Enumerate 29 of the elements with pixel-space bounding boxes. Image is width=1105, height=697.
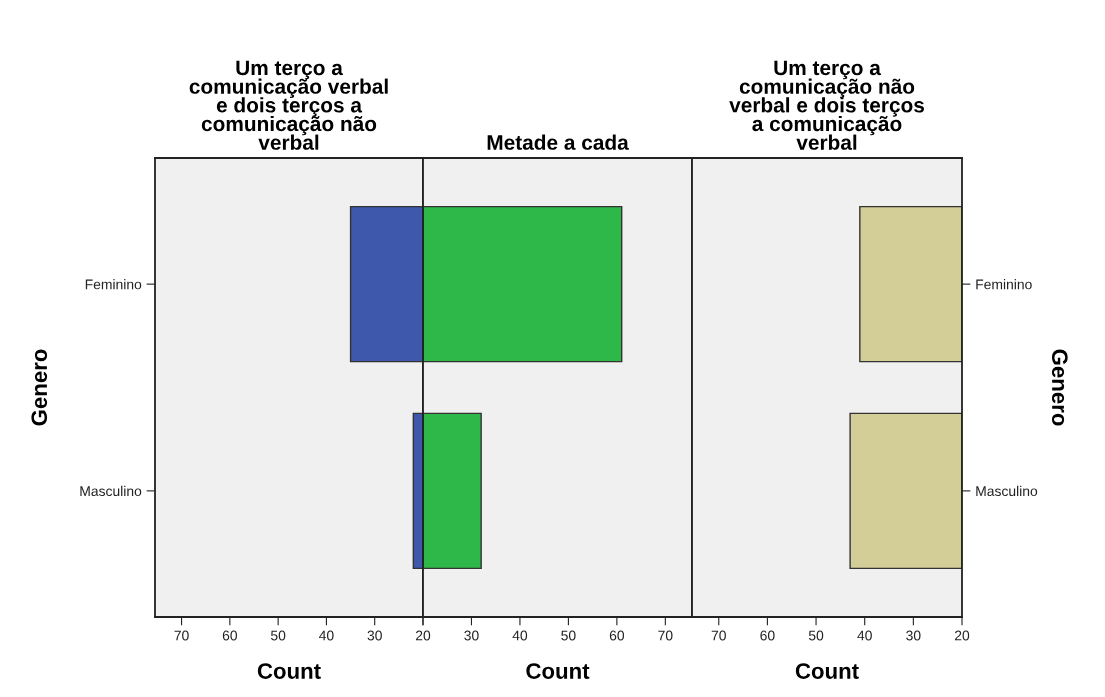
x-tick-label: 20 [415, 630, 431, 641]
chart-title: Um terço a comunicação não verbal e dois terços a comunicação verbal [729, 60, 924, 150]
x-tick-label: 40 [857, 630, 872, 641]
x-tick-label: 30 [906, 630, 921, 641]
chart-title: Um terço a comunicação verbal e dois terços a comunicação não verbal [189, 60, 388, 150]
y2-axis-title: Genero [1051, 349, 1068, 426]
x-tick-label: 20 [954, 630, 970, 641]
x-tick-label: 70 [711, 630, 726, 641]
x-tick-label: 70 [658, 630, 673, 641]
x-tick-label: 40 [512, 630, 528, 641]
x-tick-label: 50 [270, 630, 286, 641]
y-tick-label: Masculino [80, 485, 142, 497]
x-tick-label: 70 [174, 630, 189, 641]
x-axis-title: Count [526, 663, 590, 679]
x-tick-label: 30 [367, 630, 382, 641]
x-tick-label: 50 [561, 630, 576, 641]
chart-title: Metade a cada [487, 134, 629, 150]
y-axis-title: Genero [31, 349, 48, 426]
x-axis-title: Count [795, 663, 859, 679]
y-tick-label: Feminino [85, 279, 142, 290]
x-tick-label: 60 [760, 630, 775, 641]
x-tick-label: 60 [609, 630, 625, 641]
y-tick-label: Feminino [976, 279, 1032, 290]
x-tick-label: 40 [319, 630, 334, 641]
x-tick-label: 60 [222, 630, 238, 641]
x-tick-label: 30 [464, 630, 479, 641]
x-axis-title: Count [257, 663, 321, 679]
y-tick-label: Masculino [976, 485, 1038, 497]
x-tick-label: 50 [808, 630, 824, 641]
